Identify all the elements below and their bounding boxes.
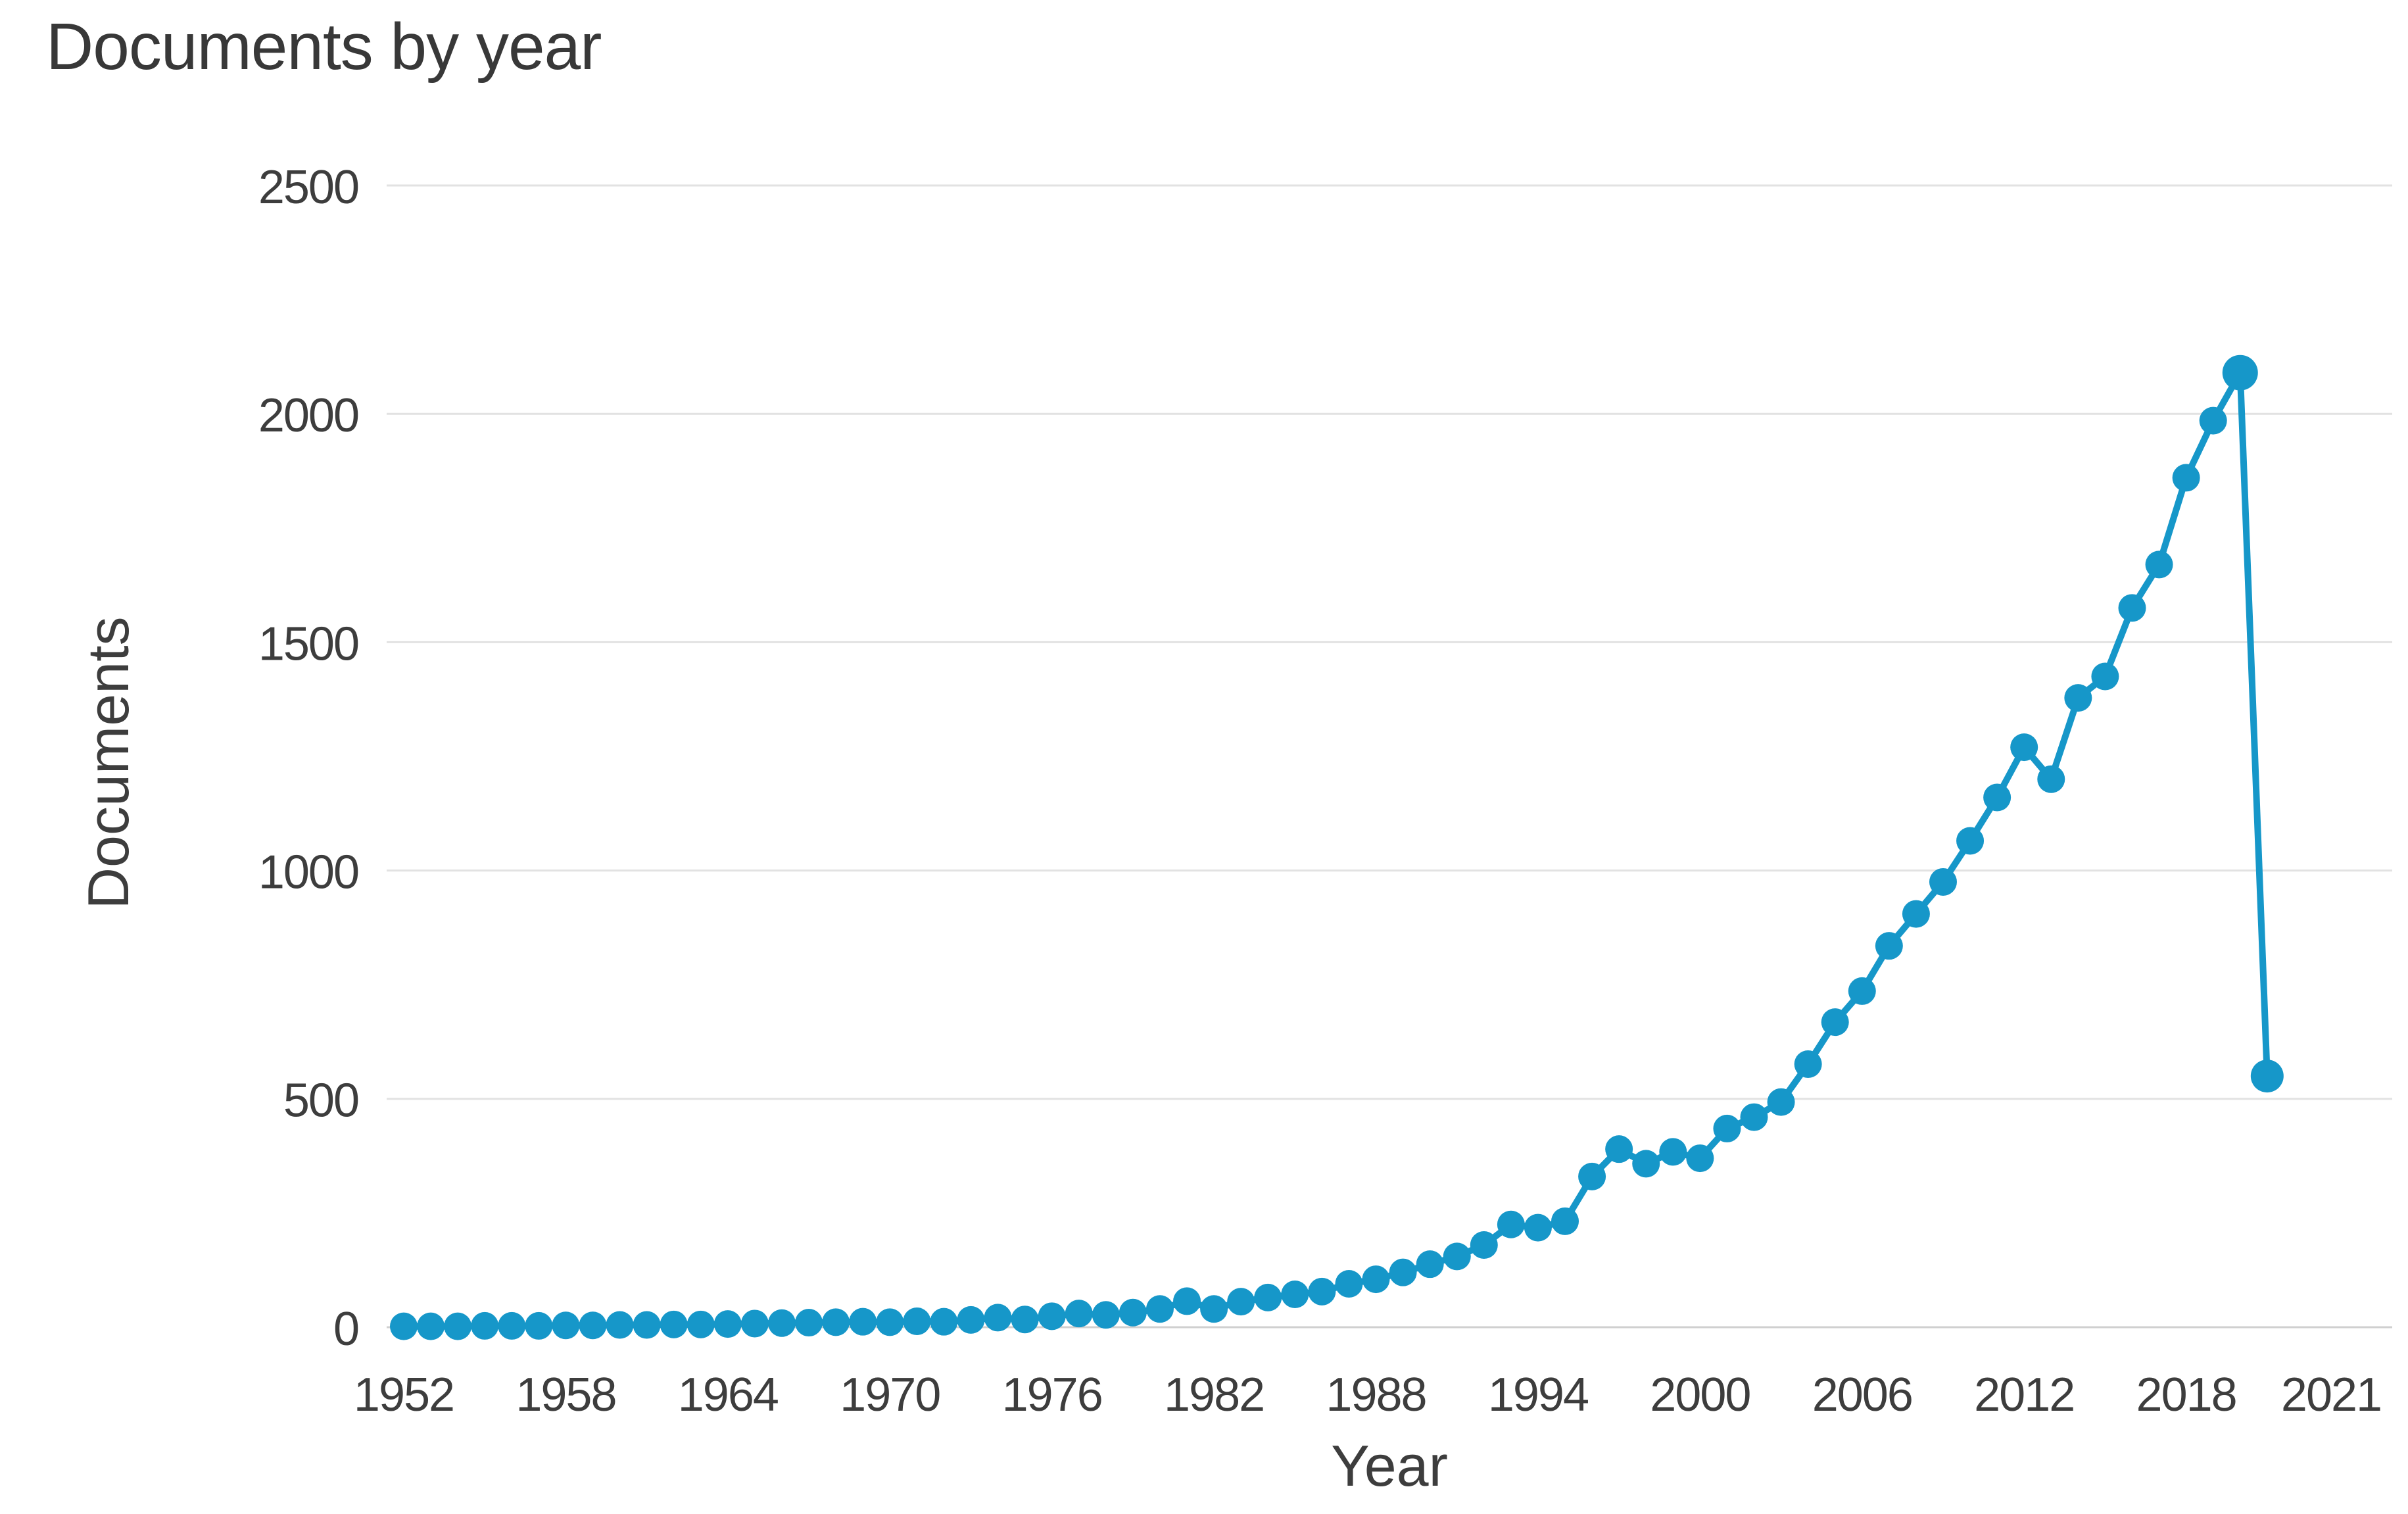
- data-point-marker[interactable]: [660, 1310, 688, 1338]
- y-tick-label: 1000: [258, 846, 358, 898]
- x-tick-label: 1976: [1002, 1369, 1102, 1421]
- data-point-marker[interactable]: [903, 1307, 931, 1335]
- y-tick-label: 1500: [258, 618, 358, 670]
- x-tick-label: 1994: [1488, 1369, 1588, 1421]
- data-point-marker[interactable]: [2222, 354, 2258, 391]
- data-point-marker[interactable]: [1254, 1283, 1282, 1311]
- data-point-marker[interactable]: [1875, 932, 1903, 960]
- data-point-marker[interactable]: [984, 1304, 1012, 1332]
- data-point-marker[interactable]: [1713, 1114, 1741, 1142]
- data-point-marker[interactable]: [686, 1310, 715, 1338]
- x-tick-label: 1952: [354, 1369, 454, 1421]
- data-point-marker[interactable]: [713, 1310, 742, 1338]
- data-point-marker[interactable]: [876, 1308, 904, 1336]
- data-point-marker[interactable]: [1605, 1135, 1633, 1163]
- x-tick-label: 1970: [840, 1369, 940, 1421]
- data-point-marker[interactable]: [2118, 594, 2146, 622]
- x-tick-label: 1982: [1164, 1369, 1264, 1421]
- data-point-marker[interactable]: [1173, 1287, 1201, 1315]
- data-point-marker[interactable]: [1227, 1288, 1255, 1316]
- data-point-marker[interactable]: [930, 1307, 958, 1336]
- data-point-marker[interactable]: [2145, 550, 2173, 579]
- data-point-marker[interactable]: [552, 1311, 580, 1340]
- data-point-marker[interactable]: [1119, 1298, 1147, 1327]
- data-point-marker[interactable]: [1200, 1295, 1228, 1323]
- data-point-marker[interactable]: [2037, 765, 2065, 793]
- data-point-marker[interactable]: [1767, 1088, 1795, 1116]
- x-tick-label: 1964: [678, 1369, 778, 1421]
- data-point-marker[interactable]: [1281, 1281, 1309, 1309]
- data-point-marker[interactable]: [2091, 662, 2119, 691]
- data-point-marker[interactable]: [498, 1311, 526, 1340]
- chart-title: Documents by year: [46, 10, 602, 84]
- data-point-marker[interactable]: [957, 1306, 985, 1334]
- x-tick-label: 1958: [516, 1369, 615, 1421]
- data-point-marker[interactable]: [1632, 1150, 1660, 1178]
- data-point-marker[interactable]: [606, 1311, 634, 1339]
- data-point-marker[interactable]: [1794, 1050, 1822, 1079]
- data-point-marker[interactable]: [525, 1311, 553, 1340]
- data-point-marker[interactable]: [471, 1311, 499, 1340]
- data-point-marker[interactable]: [849, 1307, 877, 1336]
- y-tick-label: 500: [283, 1075, 358, 1127]
- data-point-marker[interactable]: [444, 1312, 472, 1340]
- data-point-marker[interactable]: [1821, 1008, 1849, 1037]
- data-point-marker[interactable]: [1389, 1258, 1417, 1286]
- data-point-marker[interactable]: [633, 1311, 661, 1339]
- data-point-marker[interactable]: [2199, 406, 2227, 435]
- x-tick-label: 1988: [1326, 1369, 1426, 1421]
- data-point-marker[interactable]: [1956, 827, 1985, 855]
- data-point-marker[interactable]: [1740, 1103, 1768, 1131]
- y-tick-label: 2000: [258, 389, 358, 442]
- data-line: [400, 369, 2271, 1330]
- data-point-marker[interactable]: [1551, 1207, 1579, 1235]
- data-point-marker[interactable]: [1443, 1242, 1471, 1271]
- data-point-marker[interactable]: [2064, 684, 2092, 712]
- data-point-marker[interactable]: [1524, 1213, 1552, 1242]
- data-point-marker[interactable]: [1335, 1270, 1363, 1298]
- data-point-marker[interactable]: [1578, 1162, 1606, 1190]
- data-point-marker[interactable]: [1362, 1265, 1390, 1294]
- data-point-marker[interactable]: [417, 1312, 445, 1340]
- data-point-marker[interactable]: [1659, 1138, 1687, 1166]
- data-point-marker[interactable]: [1929, 867, 1957, 896]
- data-point-marker[interactable]: [1983, 783, 2011, 812]
- data-point-marker[interactable]: [2250, 1060, 2284, 1093]
- data-point-marker[interactable]: [1470, 1231, 1498, 1259]
- x-tick-label: 2012: [1974, 1369, 2074, 1421]
- x-tick-label: 2006: [1812, 1369, 1912, 1421]
- x-tick-label: 2021: [2281, 1369, 2381, 1421]
- data-point-marker[interactable]: [2010, 733, 2038, 762]
- data-point-marker[interactable]: [1308, 1277, 1336, 1306]
- data-point-marker[interactable]: [1065, 1300, 1093, 1328]
- x-tick-label: 2018: [2136, 1369, 2236, 1421]
- data-point-marker[interactable]: [1497, 1210, 1525, 1238]
- data-point-marker[interactable]: [1848, 977, 1876, 1005]
- data-point-marker[interactable]: [822, 1308, 850, 1336]
- data-point-marker[interactable]: [1902, 900, 1930, 928]
- x-tick-label: 2000: [1650, 1369, 1750, 1421]
- data-point-marker[interactable]: [1686, 1144, 1714, 1173]
- data-point-marker[interactable]: [795, 1309, 823, 1337]
- y-tick-label: 0: [333, 1303, 358, 1355]
- data-point-marker[interactable]: [579, 1311, 607, 1340]
- y-tick-label: 2500: [258, 161, 358, 214]
- data-point-marker[interactable]: [1145, 1295, 1174, 1323]
- data-point-marker[interactable]: [740, 1309, 769, 1338]
- x-axis-title: Year: [1331, 1433, 1448, 1498]
- data-point-marker[interactable]: [1092, 1301, 1120, 1329]
- data-point-marker[interactable]: [1038, 1302, 1066, 1331]
- data-point-marker[interactable]: [1416, 1250, 1444, 1279]
- data-point-marker[interactable]: [767, 1309, 796, 1337]
- data-point-marker[interactable]: [1011, 1306, 1039, 1334]
- data-point-marker[interactable]: [2172, 464, 2200, 492]
- data-point-marker[interactable]: [390, 1312, 418, 1340]
